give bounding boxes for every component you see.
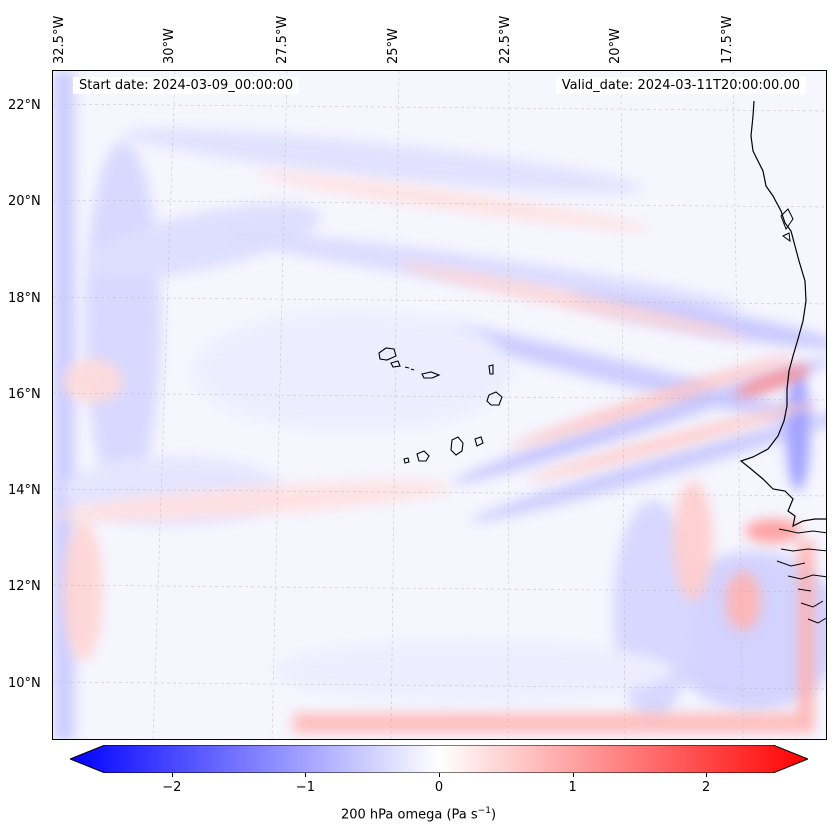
gambia-senegal-coast bbox=[776, 528, 826, 624]
colorbar-tickmark bbox=[706, 773, 708, 777]
omega-field bbox=[53, 71, 826, 739]
coastal-inlets bbox=[780, 208, 794, 243]
map-gridlines bbox=[53, 71, 826, 739]
cape-verde-islands bbox=[378, 347, 503, 464]
lon-label-30w: 30°W bbox=[162, 28, 177, 64]
colorbar-label-sup: −1 bbox=[477, 806, 491, 816]
colorbar-tickmark bbox=[171, 773, 173, 777]
colorbar-tick-label: 0 bbox=[434, 780, 444, 795]
start-date-label: Start date: 2024-03-09_00:00:00 bbox=[73, 77, 300, 94]
colorbar-gradient bbox=[68, 744, 810, 774]
colorbar-tickmark bbox=[572, 773, 574, 777]
valid-date-label: Valid_date: 2024-03-11T20:00:00.00 bbox=[555, 77, 806, 94]
colorbar-label-text: 200 hPa omega (Pa s bbox=[340, 807, 478, 823]
lon-label-22-5w: 22.5°W bbox=[498, 15, 513, 64]
map-frame[interactable]: Start date: 2024-03-09_00:00:00 Valid_da… bbox=[52, 70, 827, 740]
colorbar-tick-label: −2 bbox=[162, 780, 182, 795]
colorbar-tick-label: 2 bbox=[702, 780, 711, 795]
lon-label-20w: 20°W bbox=[608, 28, 623, 64]
colorbar-tickmark bbox=[305, 773, 307, 777]
lon-label-25w: 25°W bbox=[386, 28, 401, 64]
lon-label-17-5w: 17.5°W bbox=[720, 15, 735, 64]
colorbar-tick-label: −1 bbox=[295, 780, 315, 795]
lat-label-22n: 22°N bbox=[8, 98, 41, 113]
lat-label-10n: 10°N bbox=[8, 676, 41, 691]
lon-label-27-5w: 27.5°W bbox=[275, 15, 290, 64]
lat-label-14n: 14°N bbox=[8, 483, 41, 498]
colorbar bbox=[68, 744, 810, 774]
africa-coastline bbox=[739, 100, 826, 528]
colorbar-label-end: ) bbox=[490, 807, 497, 823]
lat-label-18n: 18°N bbox=[8, 291, 41, 306]
colorbar-label: 200 hPa omega (Pa s−1) bbox=[0, 806, 837, 822]
lat-label-16n: 16°N bbox=[8, 387, 41, 402]
lat-label-12n: 12°N bbox=[8, 579, 41, 594]
field-blobs-red bbox=[53, 171, 818, 733]
lat-label-20n: 20°N bbox=[8, 194, 41, 209]
colorbar-tick-label: 1 bbox=[568, 780, 577, 795]
colorbar-tickmark bbox=[439, 773, 440, 777]
lon-label-32-5w: 32.5°W bbox=[52, 15, 67, 64]
